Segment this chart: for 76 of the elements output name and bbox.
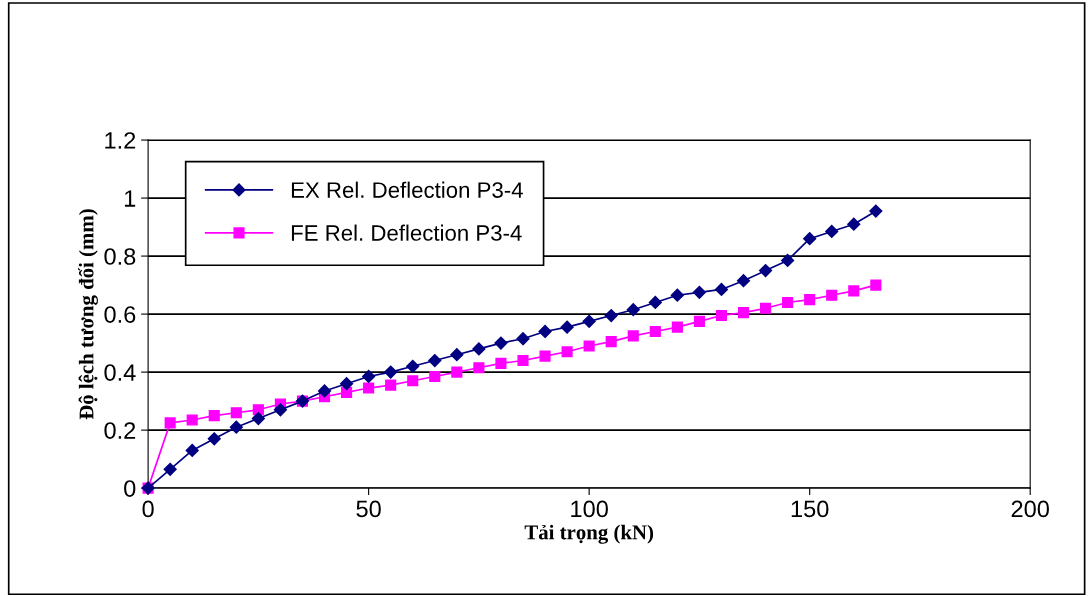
y-tick-label: 0 [124, 480, 136, 497]
point [847, 217, 861, 231]
point [186, 414, 198, 426]
y-tick-label: 1.2 [105, 132, 136, 149]
point [781, 253, 795, 268]
point [339, 377, 354, 391]
point [451, 366, 463, 378]
point [251, 411, 265, 426]
point [671, 321, 683, 333]
x-axis-title: Tải trọng (kN) [524, 524, 654, 544]
legend-label: FE Rel. Deflection P3-4 [291, 224, 522, 241]
point [869, 204, 883, 218]
point [229, 420, 243, 434]
point [539, 350, 551, 362]
point [407, 375, 419, 387]
point [317, 384, 332, 398]
point [582, 314, 596, 328]
point [737, 307, 750, 319]
point [517, 354, 529, 367]
point [693, 315, 705, 327]
point [163, 462, 177, 476]
point [758, 263, 773, 278]
point [870, 279, 882, 291]
point [760, 302, 772, 314]
point [273, 403, 288, 417]
point [538, 324, 552, 339]
point [804, 294, 816, 306]
point [384, 365, 398, 379]
x-tick-label: 100 [571, 500, 608, 518]
point [825, 224, 839, 239]
point [208, 410, 220, 422]
point [803, 232, 817, 246]
point [692, 285, 706, 299]
y-tick-label: 1 [124, 190, 136, 207]
point [185, 443, 199, 458]
point [363, 382, 375, 394]
point [605, 336, 617, 348]
point [429, 370, 441, 383]
point [385, 379, 397, 391]
point [848, 285, 860, 297]
y-axis-title: Độ lệch tương đối (mm) [78, 209, 98, 420]
point [583, 340, 595, 352]
point [627, 330, 639, 342]
point [561, 346, 573, 358]
point [715, 309, 728, 322]
point [670, 288, 684, 302]
point [230, 407, 242, 419]
point [207, 432, 221, 446]
point [473, 362, 485, 374]
point [560, 320, 574, 334]
point [406, 359, 420, 373]
point [626, 303, 640, 317]
point [495, 357, 507, 369]
point [362, 369, 376, 384]
y-tick-label: 0.4 [104, 364, 136, 381]
point [604, 308, 618, 323]
y-tick-label: 0.6 [104, 306, 136, 323]
point [649, 325, 661, 338]
point [648, 295, 662, 310]
point [164, 417, 176, 429]
point [714, 282, 729, 297]
point [428, 353, 442, 368]
point [516, 332, 530, 346]
x-tick-label: 150 [791, 500, 829, 518]
point [472, 342, 486, 356]
legend-label: EX Rel. Deflection P3-4 [291, 181, 523, 198]
point [450, 348, 464, 362]
point [494, 336, 508, 350]
point [782, 296, 794, 309]
x-tick-label: 0 [142, 500, 154, 518]
x-tick-label: 50 [356, 500, 381, 518]
y-tick-label: 0.2 [104, 422, 136, 439]
x-tick-label: 200 [1011, 500, 1049, 518]
y-tick-label: 0.8 [104, 248, 136, 265]
point [736, 274, 751, 288]
point [826, 289, 838, 301]
